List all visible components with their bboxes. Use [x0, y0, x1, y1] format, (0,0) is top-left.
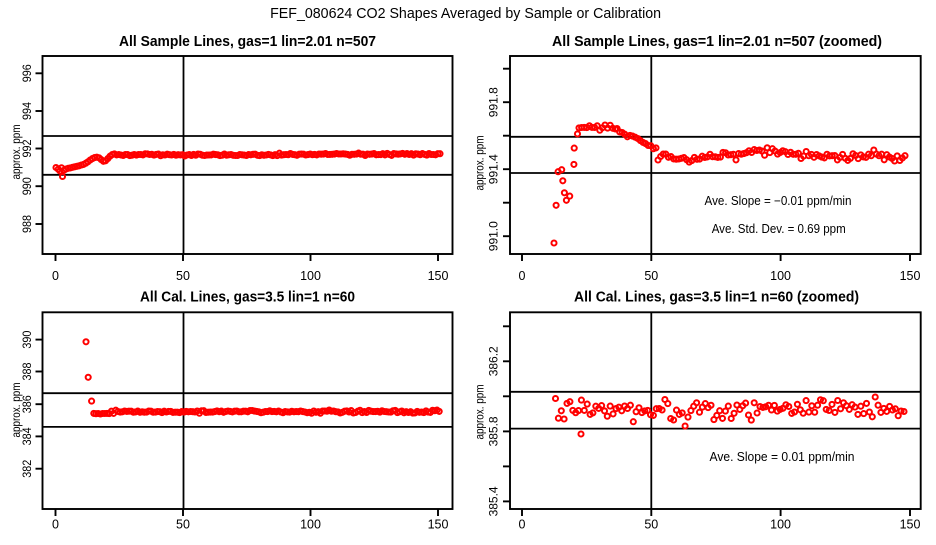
- svg-text:50: 50: [644, 269, 658, 283]
- svg-text:All Cal. Lines, gas=3.5 lin=1: All Cal. Lines, gas=3.5 lin=1 n=60: [140, 290, 355, 306]
- svg-text:FEF_080624 CO2 Shapes Average: FEF_080624 CO2 Shapes Averaged by Sample…: [270, 6, 661, 22]
- svg-text:991.4: 991.4: [487, 154, 501, 184]
- svg-text:50: 50: [176, 269, 190, 283]
- svg-text:approx. ppm: approx. ppm: [473, 384, 487, 439]
- svg-text:385.4: 385.4: [487, 486, 501, 516]
- svg-text:384: 384: [20, 427, 34, 445]
- svg-text:150: 150: [900, 518, 921, 532]
- svg-text:All Sample Lines, gas=1 lin=2.: All Sample Lines, gas=1 lin=2.01 n=507 (…: [552, 34, 882, 50]
- svg-text:991.0: 991.0: [487, 221, 501, 251]
- svg-text:988: 988: [20, 215, 34, 233]
- svg-text:100: 100: [300, 518, 321, 532]
- svg-text:150: 150: [900, 269, 921, 283]
- svg-text:approx. ppm: approx. ppm: [9, 382, 23, 437]
- svg-text:382: 382: [20, 460, 34, 478]
- svg-text:994: 994: [20, 102, 34, 120]
- svg-text:All Cal. Lines, gas=3.5 lin=1: All Cal. Lines, gas=3.5 lin=1 n=60 (zoom…: [574, 290, 859, 306]
- svg-text:50: 50: [176, 518, 190, 532]
- svg-text:approx. ppm: approx. ppm: [473, 135, 487, 190]
- svg-text:100: 100: [770, 269, 791, 283]
- svg-text:Ave. Std. Dev. = 0.69 ppm: Ave. Std. Dev. = 0.69 ppm: [712, 222, 846, 236]
- svg-text:Ave. Slope = −0.01 ppm/min: Ave. Slope = −0.01 ppm/min: [705, 194, 852, 208]
- svg-text:390: 390: [20, 330, 34, 348]
- svg-text:0: 0: [52, 269, 59, 283]
- svg-text:approx. ppm: approx. ppm: [9, 124, 23, 179]
- svg-text:996: 996: [20, 64, 34, 82]
- svg-text:0: 0: [52, 518, 59, 532]
- svg-text:150: 150: [428, 518, 449, 532]
- svg-text:50: 50: [644, 518, 658, 532]
- svg-text:150: 150: [428, 269, 449, 283]
- svg-text:0: 0: [519, 518, 526, 532]
- svg-text:Ave. Slope = 0.01 ppm/min: Ave. Slope = 0.01 ppm/min: [710, 450, 855, 464]
- svg-text:100: 100: [300, 269, 321, 283]
- svg-text:All Sample Lines, gas=1 lin=2.: All Sample Lines, gas=1 lin=2.01 n=507: [119, 34, 376, 50]
- svg-text:386: 386: [20, 395, 34, 413]
- svg-text:992: 992: [20, 139, 34, 157]
- svg-text:388: 388: [20, 362, 34, 380]
- svg-text:385.8: 385.8: [487, 416, 501, 446]
- svg-text:0: 0: [519, 269, 526, 283]
- svg-text:990: 990: [20, 177, 34, 195]
- svg-text:991.8: 991.8: [487, 87, 501, 117]
- svg-text:100: 100: [770, 518, 791, 532]
- svg-text:386.2: 386.2: [487, 346, 501, 376]
